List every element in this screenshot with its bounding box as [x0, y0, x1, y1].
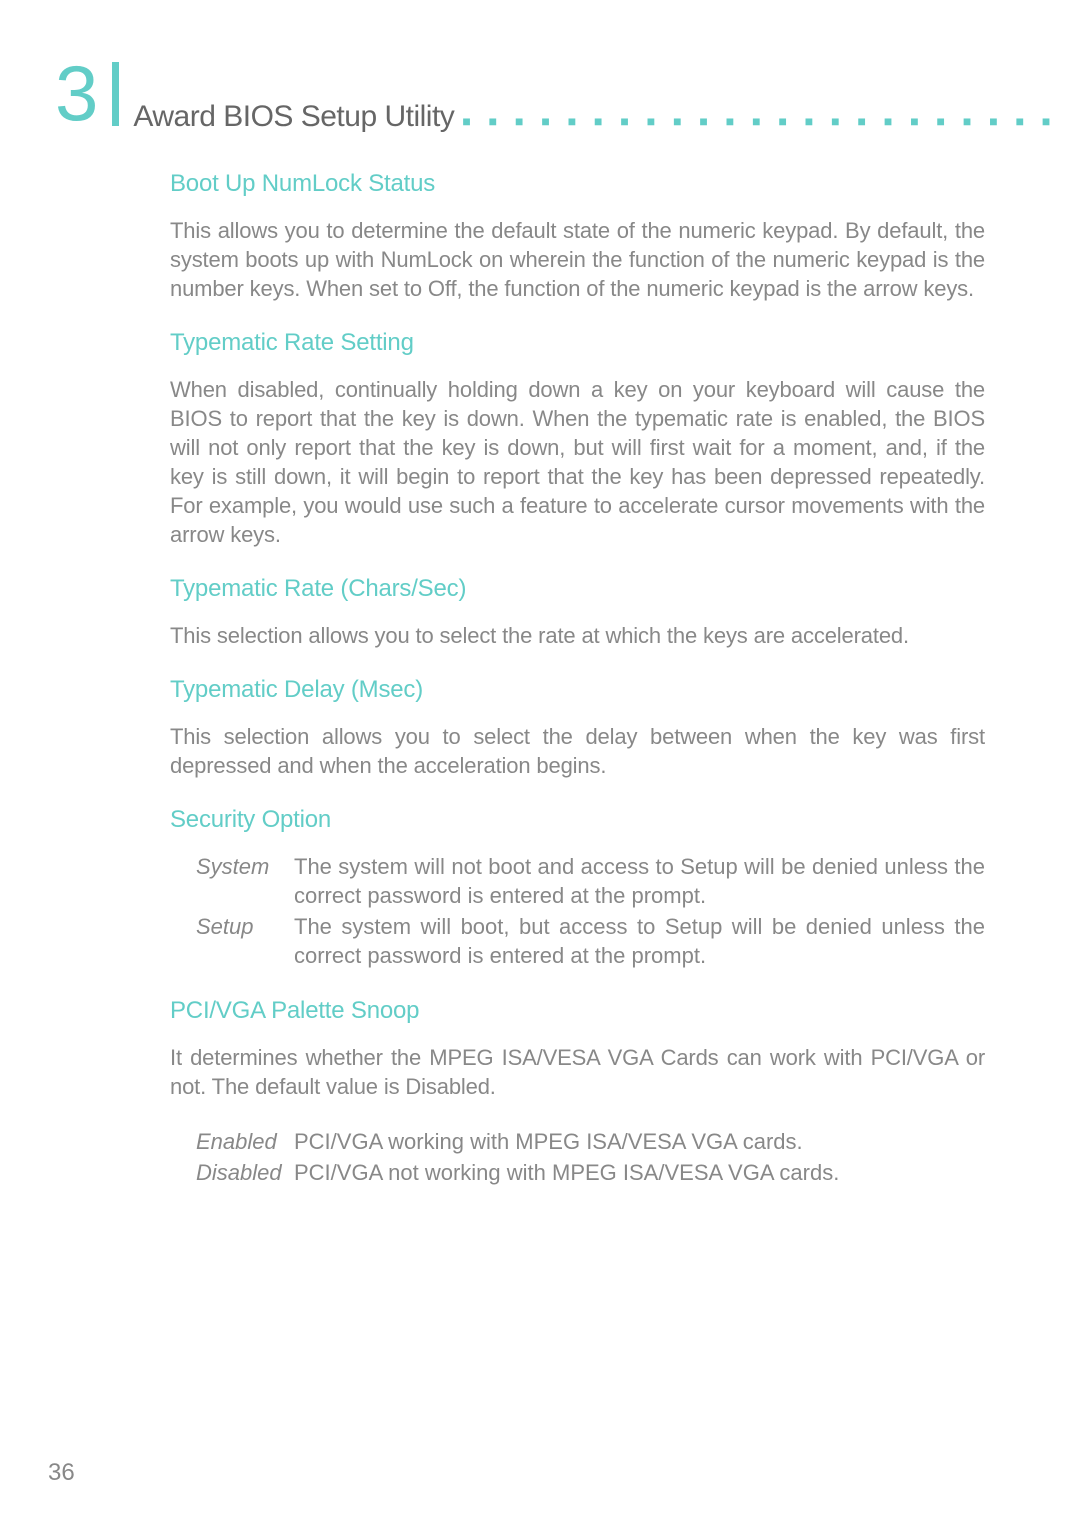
option-label: Setup: [196, 912, 294, 970]
palette-option-list: Enabled PCI/VGA working with MPEG ISA/VE…: [170, 1127, 985, 1187]
chapter-header: 3 Award BIOS Setup Utility ■ ■ ■ ■ ■ ■ ■…: [55, 62, 1025, 134]
option-desc: PCI/VGA not working with MPEG ISA/VESA V…: [294, 1158, 985, 1187]
section-title-bootup: Boot Up NumLock Status: [170, 170, 985, 198]
option-label: System: [196, 852, 294, 910]
section-title-typerate-setting: Typematic Rate Setting: [170, 329, 985, 357]
option-row: Setup The system will boot, but access t…: [196, 912, 985, 970]
option-desc: The system will boot, but access to Setu…: [294, 912, 985, 970]
option-row: System The system will not boot and acce…: [196, 852, 985, 910]
chapter-title: Award BIOS Setup Utility: [133, 100, 462, 134]
section-title-security: Security Option: [170, 806, 985, 834]
section-body-typerate-chars: This selection allows you to select the …: [170, 621, 985, 650]
section-title-typerate-chars: Typematic Rate (Chars/Sec): [170, 575, 985, 603]
section-body-palette: It determines whether the MPEG ISA/VESA …: [170, 1043, 985, 1101]
option-desc: PCI/VGA working with MPEG ISA/VESA VGA c…: [294, 1127, 985, 1156]
section-title-typedelay: Typematic Delay (Msec): [170, 676, 985, 704]
option-desc: The system will not boot and access to S…: [294, 852, 985, 910]
security-option-list: System The system will not boot and acce…: [170, 852, 985, 970]
option-label: Disabled: [196, 1158, 294, 1187]
section-title-palette: PCI/VGA Palette Snoop: [170, 997, 985, 1025]
section-body-bootup: This allows you to determine the default…: [170, 216, 985, 303]
chapter-dots: ■ ■ ■ ■ ■ ■ ■ ■ ■ ■ ■ ■ ■ ■ ■ ■ ■ ■ ■ ■ …: [462, 113, 1055, 129]
page-number: 36: [48, 1459, 75, 1487]
section-body-typedelay: This selection allows you to select the …: [170, 722, 985, 780]
chapter-title-row: Award BIOS Setup Utility ■ ■ ■ ■ ■ ■ ■ ■…: [133, 62, 1055, 134]
option-row: Enabled PCI/VGA working with MPEG ISA/VE…: [196, 1127, 985, 1156]
page-content: Boot Up NumLock Status This allows you t…: [55, 170, 1025, 1187]
section-body-typerate-setting: When disabled, continually holding down …: [170, 375, 985, 549]
option-label: Enabled: [196, 1127, 294, 1156]
chapter-number: 3: [55, 62, 119, 126]
option-row: Disabled PCI/VGA not working with MPEG I…: [196, 1158, 985, 1187]
